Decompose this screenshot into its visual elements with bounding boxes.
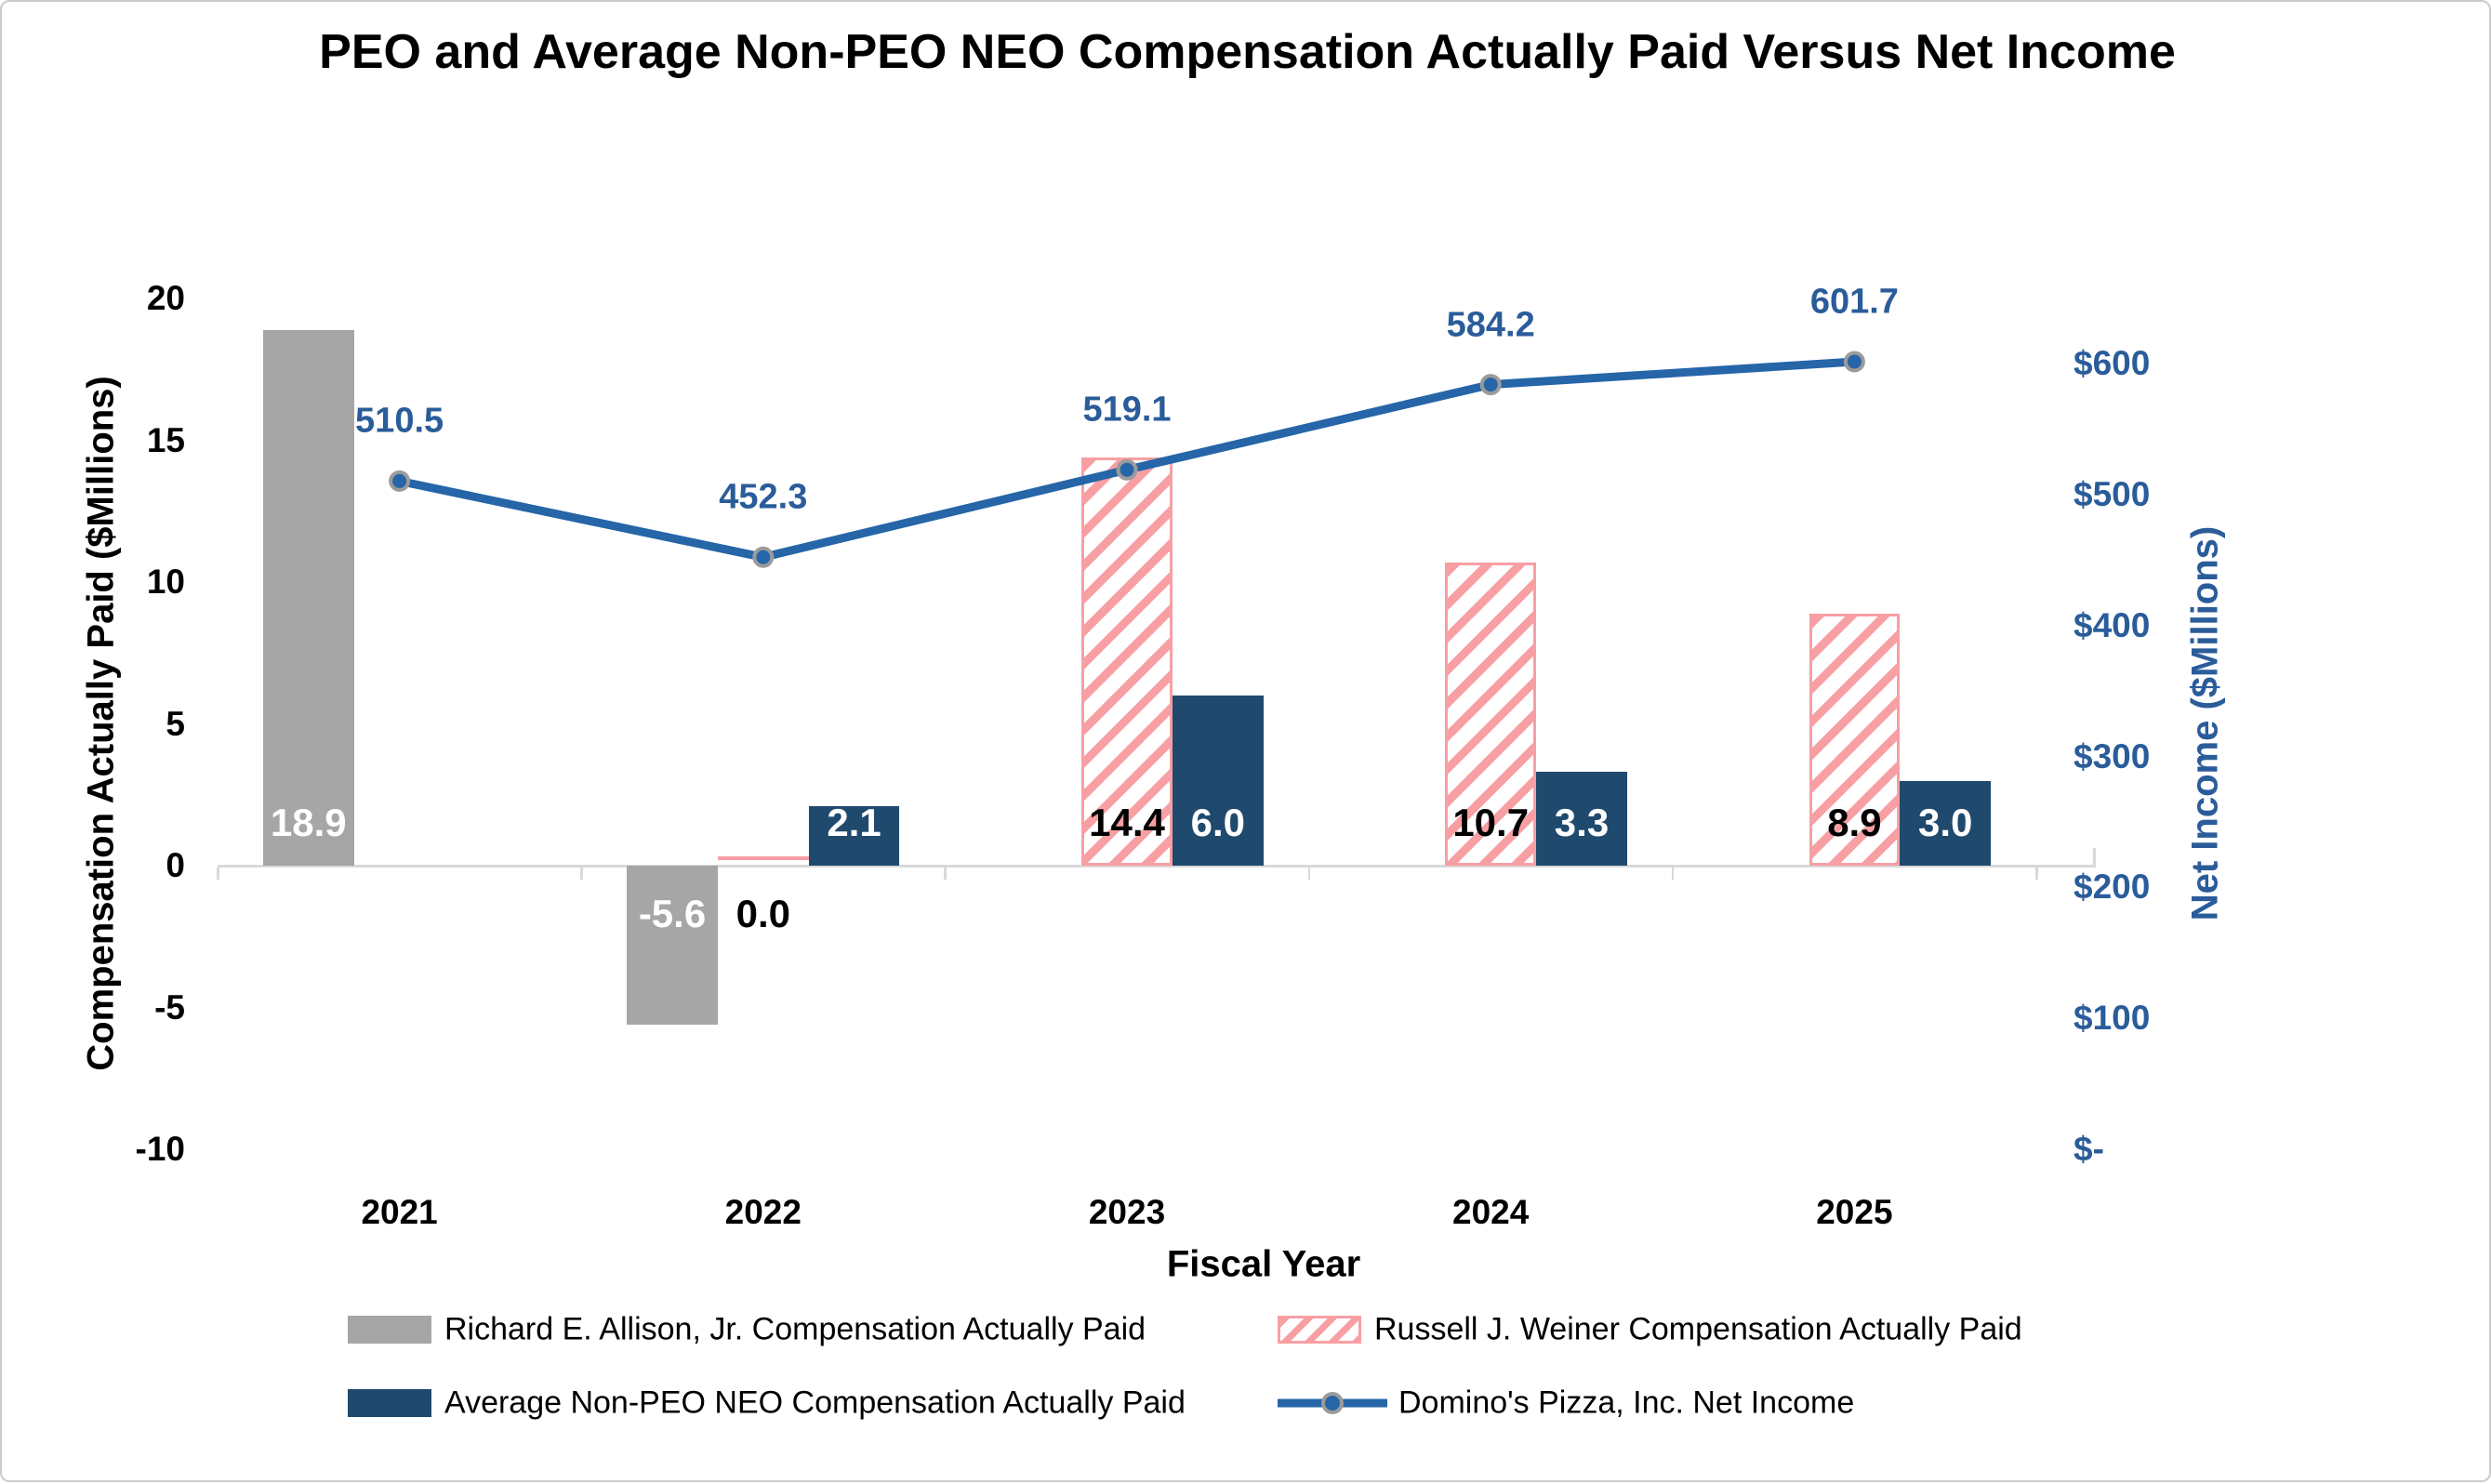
y-axis-tick-label-left: 0 — [166, 846, 185, 884]
legend-label-net_income: Domino's Pizza, Inc. Net Income — [1398, 1385, 1855, 1421]
legend-label-allison: Richard E. Allison, Jr. Compensation Act… — [444, 1311, 1146, 1347]
y-axis-tick-label-left: 10 — [146, 563, 185, 601]
y-axis-tick-label-right: $200 — [2074, 868, 2151, 907]
y-axis-tick-label-left: 5 — [166, 704, 185, 743]
line-point-label-2024: 584.2 — [1446, 305, 1535, 345]
bar-value-label-neo-2024: 3.3 — [1554, 801, 1610, 844]
bar-neo-2025 — [1900, 780, 1992, 866]
legend-swatch-neo — [348, 1389, 431, 1417]
bar-weiner-2025 — [1809, 613, 1901, 866]
legend-label-neo: Average Non-PEO NEO Compensation Actuall… — [444, 1385, 1186, 1421]
legend-label-weiner: Russell J. Weiner Compensation Actually … — [1374, 1311, 2022, 1347]
bar-value-label-allison-2021: 18.9 — [270, 801, 347, 844]
y-axis-tick-label-left: -10 — [135, 1130, 185, 1168]
line-point-label-2021: 510.5 — [355, 401, 444, 441]
y-axis-tick-label-left: 20 — [146, 279, 185, 317]
bar-allison-2021 — [262, 329, 354, 866]
x-axis-tick-label: 2024 — [1452, 1193, 1530, 1231]
bar-neo-2022 — [808, 805, 900, 866]
x-axis-tick-mark — [1671, 867, 1675, 880]
y-axis-tick-label-right: $- — [2074, 1130, 2104, 1168]
x-axis-tick-mark — [217, 867, 219, 880]
y-axis-tick-label-left: 15 — [146, 420, 185, 459]
bar-neo-2023 — [1172, 696, 1264, 866]
x-axis-line — [218, 864, 2096, 868]
chart-title: PEO and Average Non-PEO NEO Compensation… — [319, 25, 2176, 79]
y-axis-tick-label-left: -5 — [154, 987, 185, 1027]
y-axis-tick-label-right: $600 — [2074, 344, 2151, 383]
legend-marker-net_income — [1321, 1392, 1344, 1414]
net-income-marker-2025 — [1843, 351, 1865, 373]
legend-swatch-allison — [348, 1316, 431, 1344]
x-axis-tick-mark — [944, 867, 947, 880]
bar-value-label-weiner-2024: 10.7 — [1452, 801, 1530, 844]
y-axis-tick-label-right: $300 — [2074, 736, 2151, 775]
x-axis-tick-mark — [580, 867, 583, 880]
x-axis-tick-label: 2025 — [1816, 1193, 1893, 1231]
x-axis-tick-label: 2021 — [361, 1193, 438, 1231]
x-axis-tick-mark — [2035, 867, 2038, 880]
bar-value-label-neo-2025: 3.0 — [1917, 801, 1973, 844]
line-point-label-2022: 452.3 — [719, 477, 808, 517]
x-axis-title: Fiscal Year — [1166, 1243, 1361, 1285]
bar-allison-2022 — [627, 866, 718, 1025]
x-axis-tick-label: 2022 — [724, 1193, 802, 1231]
bar-weiner-2022-zero — [717, 856, 809, 860]
net-income-marker-2022 — [752, 546, 775, 568]
net-income-marker-2024 — [1479, 374, 1502, 396]
bar-value-label-weiner-2025: 8.9 — [1827, 801, 1882, 844]
y-axis-tick-label-right: $500 — [2074, 475, 2151, 514]
bar-value-label-neo-2022: 2.1 — [827, 801, 881, 844]
bar-value-label-allison-2022: -5.6 — [638, 892, 707, 935]
right-axis-tick-mark — [2093, 848, 2096, 866]
bar-value-label-weiner-2023: 14.4 — [1089, 801, 1165, 844]
bar-value-label-weiner-2022: 0.0 — [735, 892, 790, 935]
bar-neo-2024 — [1536, 772, 1627, 866]
line-point-label-2025: 601.7 — [1809, 282, 1899, 322]
line-point-label-2023: 519.1 — [1082, 390, 1172, 430]
x-axis-tick-mark — [1307, 867, 1311, 880]
y-axis-tick-label-right: $400 — [2074, 605, 2151, 644]
bar-weiner-2024 — [1445, 562, 1537, 866]
x-axis-tick-label: 2023 — [1088, 1193, 1166, 1231]
y-axis-tick-label-right: $100 — [2074, 999, 2151, 1038]
legend-swatch-weiner — [1278, 1316, 1361, 1344]
bar-value-label-neo-2023: 6.0 — [1190, 801, 1245, 844]
net-income-marker-2021 — [389, 470, 411, 492]
